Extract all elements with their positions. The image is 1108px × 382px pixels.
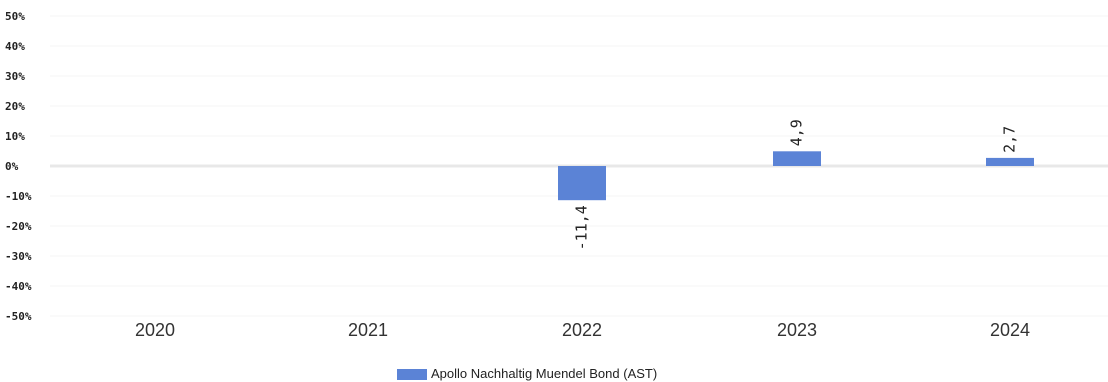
- y-tick-label: -40%: [5, 280, 32, 293]
- y-tick-label: -10%: [5, 190, 32, 203]
- bar-2023[interactable]: [773, 151, 821, 166]
- y-tick-label: 30%: [5, 70, 25, 83]
- bar-2022[interactable]: [558, 166, 606, 201]
- y-tick-label: 40%: [5, 40, 25, 53]
- x-tick-label: 2022: [562, 320, 602, 340]
- legend-swatch[interactable]: [397, 369, 427, 380]
- data-label-2023: 4,9: [788, 119, 806, 146]
- y-axis: 50% 40% 30% 20% 10% 0% -10% -20% -30% -40% -50%: [5, 10, 32, 323]
- bar-2024[interactable]: [986, 157, 1034, 166]
- legend[interactable]: Apollo Nachhaltig Muendel Bond (AST): [397, 366, 657, 381]
- bars: [558, 151, 1034, 201]
- x-tick-label: 2023: [777, 320, 817, 340]
- data-label-2024: 2,7: [1001, 126, 1019, 153]
- y-tick-label: -30%: [5, 250, 32, 263]
- data-labels: -11,4 4,9 2,7: [573, 119, 1019, 250]
- y-tick-label: -50%: [5, 310, 32, 323]
- y-tick-label: -20%: [5, 220, 32, 233]
- y-tick-label: 10%: [5, 130, 25, 143]
- y-tick-label: 0%: [5, 160, 19, 173]
- y-tick-label: 50%: [5, 10, 25, 23]
- x-tick-label: 2024: [990, 320, 1030, 340]
- x-tick-label: 2020: [135, 320, 175, 340]
- x-axis: 2020 2021 2022 2023 2024: [135, 320, 1030, 340]
- legend-label[interactable]: Apollo Nachhaltig Muendel Bond (AST): [431, 366, 657, 381]
- data-label-2022: -11,4: [573, 205, 591, 250]
- y-tick-label: 20%: [5, 100, 25, 113]
- x-tick-label: 2021: [348, 320, 388, 340]
